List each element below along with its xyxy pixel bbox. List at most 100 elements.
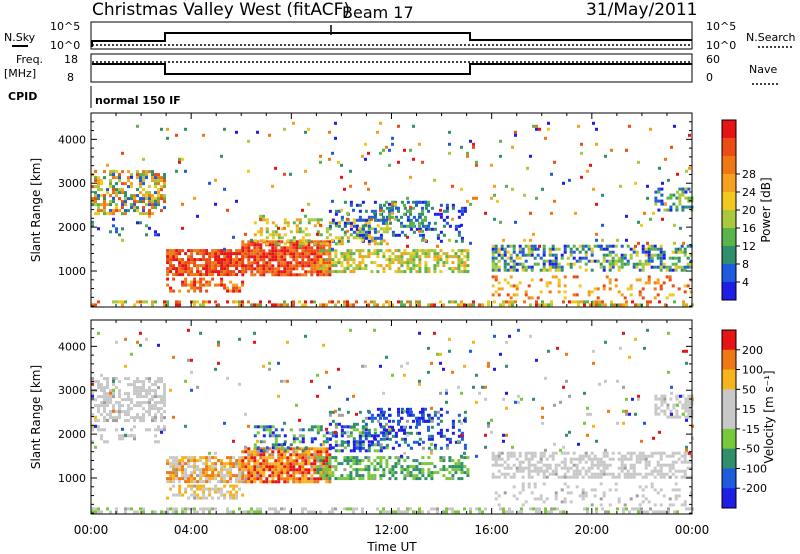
scatter-cell — [412, 206, 415, 210]
scatter-cell — [247, 474, 251, 478]
scatter-cell — [121, 182, 124, 186]
scatter-cell — [457, 434, 461, 438]
scatter-cell — [223, 480, 227, 484]
scatter-cell — [157, 377, 160, 381]
scatter-cell — [121, 434, 124, 438]
scatter-cell — [322, 261, 326, 265]
scatter-cell — [160, 401, 163, 405]
scatter-cell — [280, 459, 284, 463]
scatter-cell — [544, 303, 547, 307]
scatter-cell — [247, 447, 251, 451]
scatter-cell — [301, 230, 305, 234]
scatter-cell — [677, 488, 681, 492]
scatter-cell — [481, 303, 484, 307]
scatter-cell — [493, 217, 496, 221]
scatter-cell — [292, 434, 296, 438]
scatter-cell — [364, 437, 368, 441]
scatter-cell — [262, 462, 266, 466]
scatter-cell — [256, 258, 260, 262]
scatter-cell — [623, 472, 627, 476]
scatter-cell — [518, 463, 522, 467]
scatter-cell — [587, 469, 591, 473]
scatter-cell — [388, 468, 392, 472]
scatter-cell — [196, 459, 200, 463]
scatter-cell — [497, 268, 501, 272]
scatter-cell — [175, 255, 179, 259]
scatter-cell — [617, 457, 621, 461]
scatter-cell — [112, 217, 115, 221]
scatter-cell — [289, 428, 293, 432]
scatter-cell — [376, 255, 380, 259]
scatter-cell — [259, 252, 263, 256]
scatter-cell — [568, 394, 571, 398]
scatter-cell — [382, 148, 385, 152]
scatter-cell — [307, 252, 311, 256]
scatter-cell — [235, 261, 239, 265]
scatter-cell — [325, 447, 329, 451]
scatter-cell — [196, 496, 200, 500]
scatter-cell — [620, 463, 624, 467]
scatter-cell — [551, 275, 555, 279]
scatter-cell — [590, 268, 594, 272]
scatter-cell — [337, 270, 341, 274]
scatter-cell — [139, 182, 142, 186]
scatter-cell — [644, 466, 648, 470]
scatter-cell — [493, 300, 496, 304]
scatter-cell — [325, 252, 329, 256]
scatter-cell — [569, 466, 573, 470]
scatter-cell — [145, 175, 148, 179]
scatter-cell — [373, 416, 377, 420]
scatter-cell — [457, 428, 461, 432]
scatter-cell — [370, 416, 374, 420]
scatter-cell — [542, 247, 546, 251]
scatter-cell — [142, 182, 145, 186]
scatter-cell — [160, 176, 163, 180]
scatter-cell — [578, 460, 582, 464]
scatter-cell — [424, 270, 428, 274]
scatter-cell — [298, 261, 302, 265]
scatter-cell — [418, 227, 422, 231]
scatter-cell — [463, 416, 467, 420]
scatter-cell — [280, 468, 284, 472]
scatter-cell — [503, 491, 507, 495]
scatter-cell — [460, 471, 464, 475]
scatter-cell — [154, 389, 157, 393]
scatter-cell — [259, 507, 262, 511]
scatter-cell — [313, 300, 316, 304]
scatter-cell — [349, 258, 353, 262]
scatter-cell — [130, 383, 133, 387]
scatter-cell — [415, 459, 419, 463]
scatter-cell — [307, 218, 311, 222]
scatter-cell — [307, 202, 310, 206]
scatter-cell — [310, 240, 314, 244]
scatter-cell — [109, 185, 112, 189]
scatter-cell — [301, 477, 305, 481]
scatter-cell — [115, 203, 118, 207]
scatter-cell — [352, 224, 356, 228]
scatter-cell — [175, 474, 179, 478]
scatter-cell — [373, 474, 377, 478]
scatter-cell — [127, 170, 130, 174]
scatter-cell — [569, 262, 573, 266]
x-tick-label: 16:00 — [474, 523, 509, 537]
scatter-cell — [190, 484, 194, 488]
scatter-cell — [172, 474, 176, 478]
scatter-cell — [253, 331, 256, 335]
scatter-cell — [502, 397, 505, 401]
scatter-cell — [268, 361, 271, 365]
scatter-cell — [668, 497, 672, 501]
scatter-cell — [421, 212, 424, 216]
scatter-cell — [262, 270, 266, 274]
scatter-cell — [217, 471, 221, 475]
scatter-cell — [634, 412, 637, 416]
scatter-cell — [689, 253, 693, 257]
scatter-cell — [178, 273, 182, 277]
scatter-cell — [193, 471, 197, 475]
scatter-cell — [274, 249, 278, 253]
scatter-cell — [346, 474, 350, 478]
scatter-cell — [418, 379, 421, 383]
scatter-cell — [484, 445, 487, 449]
scatter-cell — [262, 459, 266, 463]
scatter-cell — [521, 262, 525, 266]
scatter-cell — [657, 412, 661, 416]
